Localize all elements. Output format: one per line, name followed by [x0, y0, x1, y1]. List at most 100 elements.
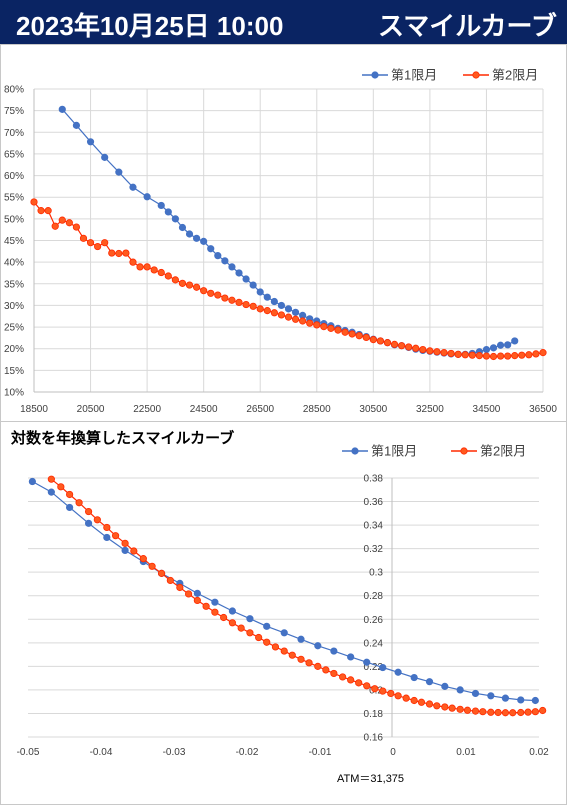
smile-curve-chart: 10% 15% 20% 25% 30% 35% 40% 45% 50% 55% 60% 65% 70% 7…	[4, 68, 557, 416]
data-point-s2	[263, 638, 271, 646]
data-point-s2	[185, 590, 193, 598]
x-tick-label: 22500	[133, 404, 161, 415]
header-banner: 2023年10月25日 10:00 スマイルカーブ	[0, 0, 567, 44]
data-point-s2	[86, 239, 95, 247]
data-point-s2	[398, 342, 406, 350]
data-point-s1	[517, 696, 525, 704]
data-point-s2	[270, 309, 278, 317]
data-point-s2	[313, 321, 321, 329]
x-tick-label: 24500	[190, 404, 218, 415]
data-point-s1	[207, 245, 215, 253]
data-point-s2	[511, 352, 519, 360]
legend-marker-1	[351, 447, 359, 455]
y-tick-label: 40%	[4, 258, 24, 269]
data-point-s2	[51, 222, 59, 230]
x-tick-label: 0.02	[529, 747, 549, 758]
data-point-s2	[348, 330, 356, 338]
data-point-s2	[37, 207, 45, 215]
data-point-s1	[379, 663, 387, 672]
y-tick-label: 0.34	[364, 521, 384, 532]
data-point-s2	[214, 291, 222, 299]
data-point-s2	[235, 298, 243, 306]
data-point-s1	[363, 658, 371, 666]
data-point-s2	[221, 294, 229, 302]
data-point-s1	[228, 263, 236, 271]
data-point-s2	[220, 613, 228, 622]
chart1-series	[30, 105, 547, 361]
data-point-s2	[228, 296, 236, 304]
data-point-s1	[178, 223, 187, 232]
y-tick-label: 75%	[4, 106, 24, 117]
data-point-s2	[112, 532, 120, 540]
data-point-s1	[256, 288, 264, 296]
legend-marker-2	[472, 71, 480, 79]
data-point-s1	[66, 503, 74, 512]
y-tick-label: 0.22	[364, 662, 384, 673]
data-point-s2	[463, 706, 472, 714]
x-tick-label: -0.05	[17, 747, 40, 758]
data-point-s2	[531, 708, 539, 716]
data-point-s2	[456, 705, 464, 713]
data-point-s2	[288, 651, 296, 659]
legend-label-1: 第1限月	[391, 68, 437, 83]
x-tick-label: 0	[390, 747, 396, 758]
data-point-s2	[494, 708, 502, 717]
data-point-s1	[263, 622, 271, 630]
data-point-s2	[143, 263, 151, 271]
data-point-s2	[237, 624, 245, 632]
y-tick-label: 55%	[4, 193, 24, 204]
data-point-s2	[334, 326, 342, 334]
data-point-s1	[504, 341, 512, 349]
data-point-s2	[410, 696, 418, 705]
data-point-s2	[79, 234, 88, 242]
data-point-s2	[284, 313, 293, 321]
data-point-s2	[532, 350, 540, 358]
data-point-s1	[347, 653, 355, 661]
data-point-s2	[471, 707, 480, 715]
data-point-s2	[539, 706, 547, 715]
data-point-s2	[65, 219, 73, 227]
data-point-s1	[482, 345, 491, 354]
header-chart-name: スマイルカーブ	[378, 11, 557, 41]
chart2-grid	[28, 477, 539, 738]
y-tick-label: 0.32	[364, 544, 384, 555]
data-point-s2	[171, 276, 179, 284]
data-point-s1	[143, 193, 151, 201]
data-point-s2	[369, 336, 377, 344]
data-point-s2	[355, 332, 363, 340]
chart1-grid	[33, 88, 544, 393]
data-point-s2	[185, 281, 194, 289]
data-point-s2	[327, 324, 335, 332]
data-point-s1	[171, 215, 179, 223]
data-point-s1	[270, 297, 278, 306]
data-point-s1	[235, 269, 243, 277]
data-point-s2	[72, 223, 81, 231]
data-point-s1	[103, 533, 111, 542]
data-point-s1	[242, 275, 250, 283]
data-point-s1	[284, 305, 293, 313]
data-point-s2	[475, 352, 483, 360]
data-point-s2	[320, 323, 328, 331]
data-point-s1	[441, 682, 449, 690]
data-point-s2	[47, 475, 55, 483]
data-point-s1	[193, 589, 201, 597]
data-point-s1	[47, 488, 55, 496]
y-tick-label: 20%	[4, 344, 24, 355]
data-point-s2	[207, 289, 215, 297]
data-point-s1	[330, 647, 338, 655]
data-point-s1	[280, 629, 288, 637]
data-point-s2	[461, 351, 469, 359]
data-point-s2	[371, 685, 379, 693]
x-tick-label: 30500	[359, 404, 387, 415]
y-tick-label: 45%	[4, 236, 24, 247]
data-point-s2	[271, 643, 280, 651]
data-point-s1	[115, 168, 123, 176]
data-point-s2	[178, 279, 187, 287]
data-point-s2	[115, 249, 123, 258]
y-tick-label: 0.38	[364, 474, 384, 485]
data-point-s1	[410, 673, 418, 682]
data-point-s2	[440, 349, 448, 357]
x-tick-label: -0.03	[163, 747, 186, 758]
data-point-s2	[108, 249, 116, 257]
data-point-s2	[306, 319, 314, 327]
